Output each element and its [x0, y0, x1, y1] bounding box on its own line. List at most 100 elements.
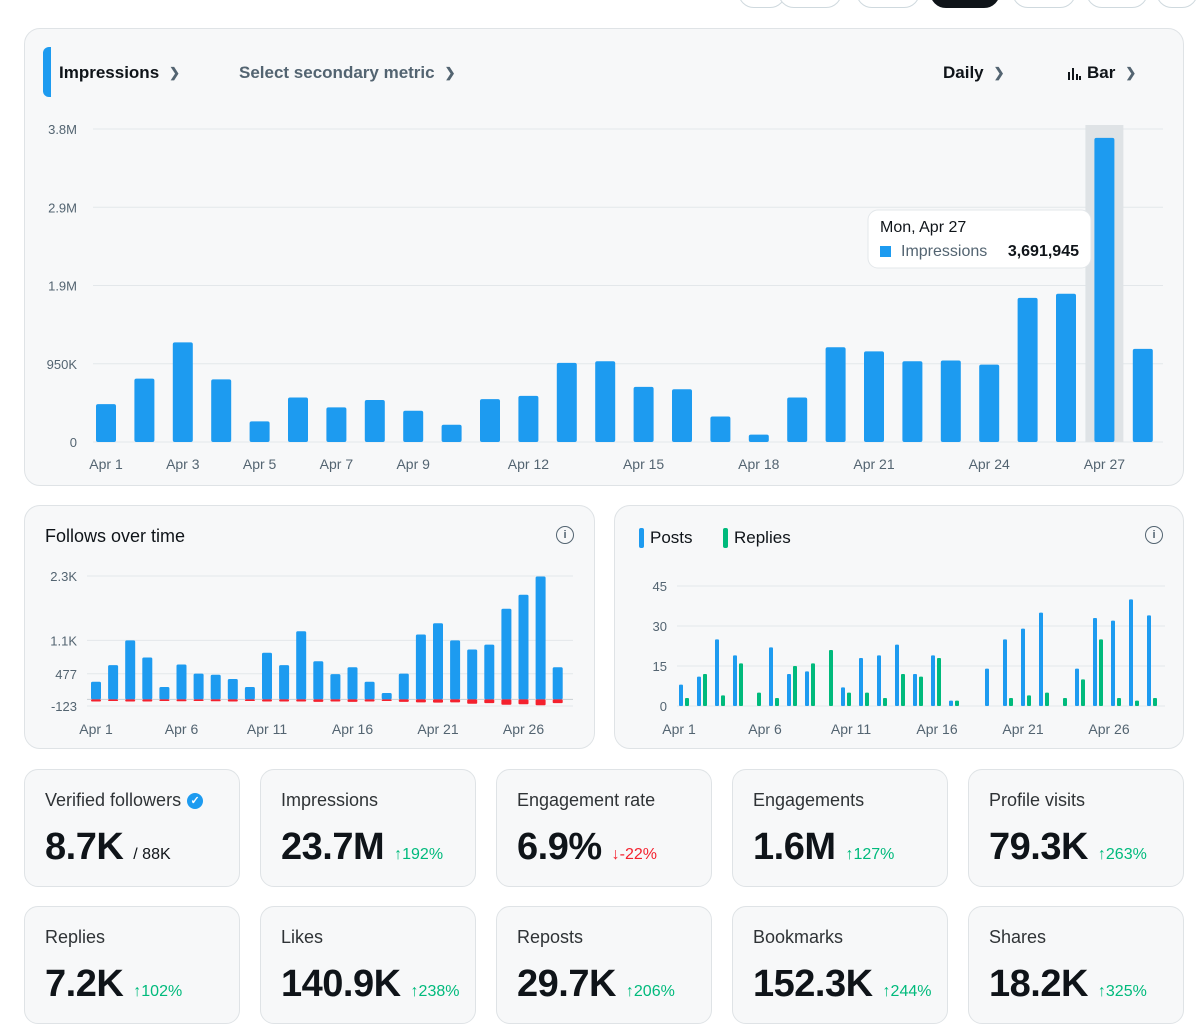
x-tick-label: Apr 5 — [243, 456, 277, 472]
follow-bar — [176, 664, 187, 700]
follow-bar — [313, 661, 324, 700]
replies-bar — [847, 692, 851, 706]
replies-bar — [919, 676, 923, 706]
replies-bar — [757, 692, 761, 706]
y-tick-label: 30 — [653, 619, 667, 634]
bar — [364, 399, 385, 442]
secondary-metric-dropdown[interactable]: Select secondary metric ❯ — [239, 63, 456, 83]
stat-card[interactable]: Engagements 1.6M ↑127% — [732, 769, 948, 887]
unfollow-bar — [364, 699, 375, 702]
stat-card[interactable]: Engagement rate 6.9% ↓-22% — [496, 769, 712, 887]
replies-bar — [865, 692, 869, 706]
posts-bar — [895, 644, 899, 706]
chevron-down-icon: ❯ — [993, 65, 1005, 80]
stat-change: ↓-22% — [611, 846, 657, 863]
follow-bar — [193, 673, 204, 700]
stat-value: 152.3K — [753, 963, 873, 1005]
x-tick-label: Apr 12 — [508, 456, 549, 472]
y-tick-label: 950K — [47, 357, 78, 372]
top-tab-button[interactable] — [1012, 0, 1076, 8]
replies-bar — [685, 698, 689, 706]
posts-bar — [841, 687, 845, 706]
unfollow-bar — [501, 699, 512, 705]
y-tick-label: 2.9M — [48, 200, 77, 215]
bar-chart-icon — [1068, 68, 1081, 80]
tooltip-swatch — [880, 246, 891, 257]
posts-bar — [1129, 599, 1133, 706]
stat-value: 29.7K — [517, 963, 616, 1005]
follow-bar — [262, 652, 272, 700]
posts-bar — [1021, 628, 1025, 706]
impressions-bar-chart: 0 950K 1.9M 2.9M 3.8M Apr 1 Apr 3 Apr 5 Apr 7 Apr… — [47, 122, 1163, 472]
stat-card[interactable]: Shares 18.2K ↑325% — [968, 906, 1184, 1024]
primary-metric-dropdown[interactable]: Impressions ❯ — [59, 63, 180, 83]
unfollow-bar — [296, 699, 307, 702]
replies-bar — [829, 650, 833, 706]
stat-card[interactable]: Likes 140.9K ↑238% — [260, 906, 476, 1024]
stat-card[interactable]: Reposts 29.7K ↑206% — [496, 906, 712, 1024]
stat-value: 18.2K — [989, 963, 1088, 1005]
y-tick-label: 3.8M — [48, 122, 77, 137]
top-tab-button[interactable] — [1156, 0, 1198, 8]
bar — [1132, 348, 1153, 442]
card-title: Follows over time — [45, 526, 186, 546]
follow-bar — [501, 608, 512, 700]
replies-bar — [739, 663, 743, 706]
bar — [1056, 293, 1076, 442]
stat-label: Impressions — [281, 790, 379, 810]
follow-bar — [484, 644, 495, 700]
replies-bar — [1081, 679, 1085, 706]
bar — [1094, 137, 1115, 442]
follow-bar — [279, 665, 290, 700]
stat-card[interactable]: Profile visits 79.3K ↑263% — [968, 769, 1184, 887]
info-icon[interactable]: i — [1145, 526, 1163, 544]
replies-bar — [721, 695, 725, 706]
follow-bar — [450, 640, 461, 700]
legend-replies: Replies — [723, 528, 791, 548]
follow-bar — [296, 631, 307, 700]
follow-bar — [364, 681, 375, 700]
chart-type-dropdown[interactable]: Bar ❯ — [1067, 63, 1136, 83]
top-tab-button[interactable] — [738, 0, 786, 8]
stat-label: Engagements — [753, 790, 865, 810]
unfollow-bar — [450, 699, 461, 703]
follow-bar — [381, 692, 392, 700]
x-tick-label: Apr 6 — [165, 721, 199, 737]
legend-posts: Posts — [639, 528, 693, 548]
info-icon[interactable]: i — [556, 526, 574, 544]
stat-card[interactable]: Replies 7.2K ↑102% — [24, 906, 240, 1024]
follow-bar — [159, 687, 170, 700]
top-tab-button[interactable] — [778, 0, 842, 8]
bar — [556, 362, 577, 442]
replies-bar — [955, 700, 959, 706]
stat-value: 140.9K — [281, 963, 401, 1005]
stat-value: 6.9% — [517, 826, 602, 868]
unfollow-bar — [433, 699, 443, 703]
posts-bar — [1039, 612, 1043, 706]
posts-bar — [679, 684, 683, 706]
bar — [902, 361, 923, 442]
replies-bar — [811, 663, 815, 706]
top-tab-button[interactable] — [1086, 0, 1148, 8]
replies-bar — [793, 666, 797, 706]
stat-change: ↑325% — [1097, 983, 1147, 1000]
x-tick-label: Apr 27 — [1084, 456, 1125, 472]
bar — [787, 397, 808, 442]
top-tab-button-active[interactable] — [930, 0, 1000, 8]
stat-card[interactable]: Impressions 23.7M ↑192% — [260, 769, 476, 887]
follow-bar — [347, 667, 358, 700]
stat-change: ↑127% — [845, 846, 895, 863]
replies-bar — [937, 658, 941, 706]
stat-card[interactable]: Verified followers ✓ 8.7K / 88K — [24, 769, 240, 887]
stat-label: Shares — [989, 927, 1047, 947]
top-tab-button[interactable] — [856, 0, 920, 8]
chevron-down-icon: ❯ — [169, 65, 181, 80]
unfollow-bar — [518, 699, 529, 705]
interval-dropdown[interactable]: Daily ❯ — [943, 63, 1005, 83]
bar — [825, 347, 846, 442]
stat-card[interactable]: Bookmarks 152.3K ↑244% — [732, 906, 948, 1024]
replies-swatch — [723, 528, 728, 548]
legend-replies-label: Replies — [734, 528, 791, 547]
bar — [1017, 297, 1038, 442]
y-tick-label: 0 — [660, 699, 667, 714]
